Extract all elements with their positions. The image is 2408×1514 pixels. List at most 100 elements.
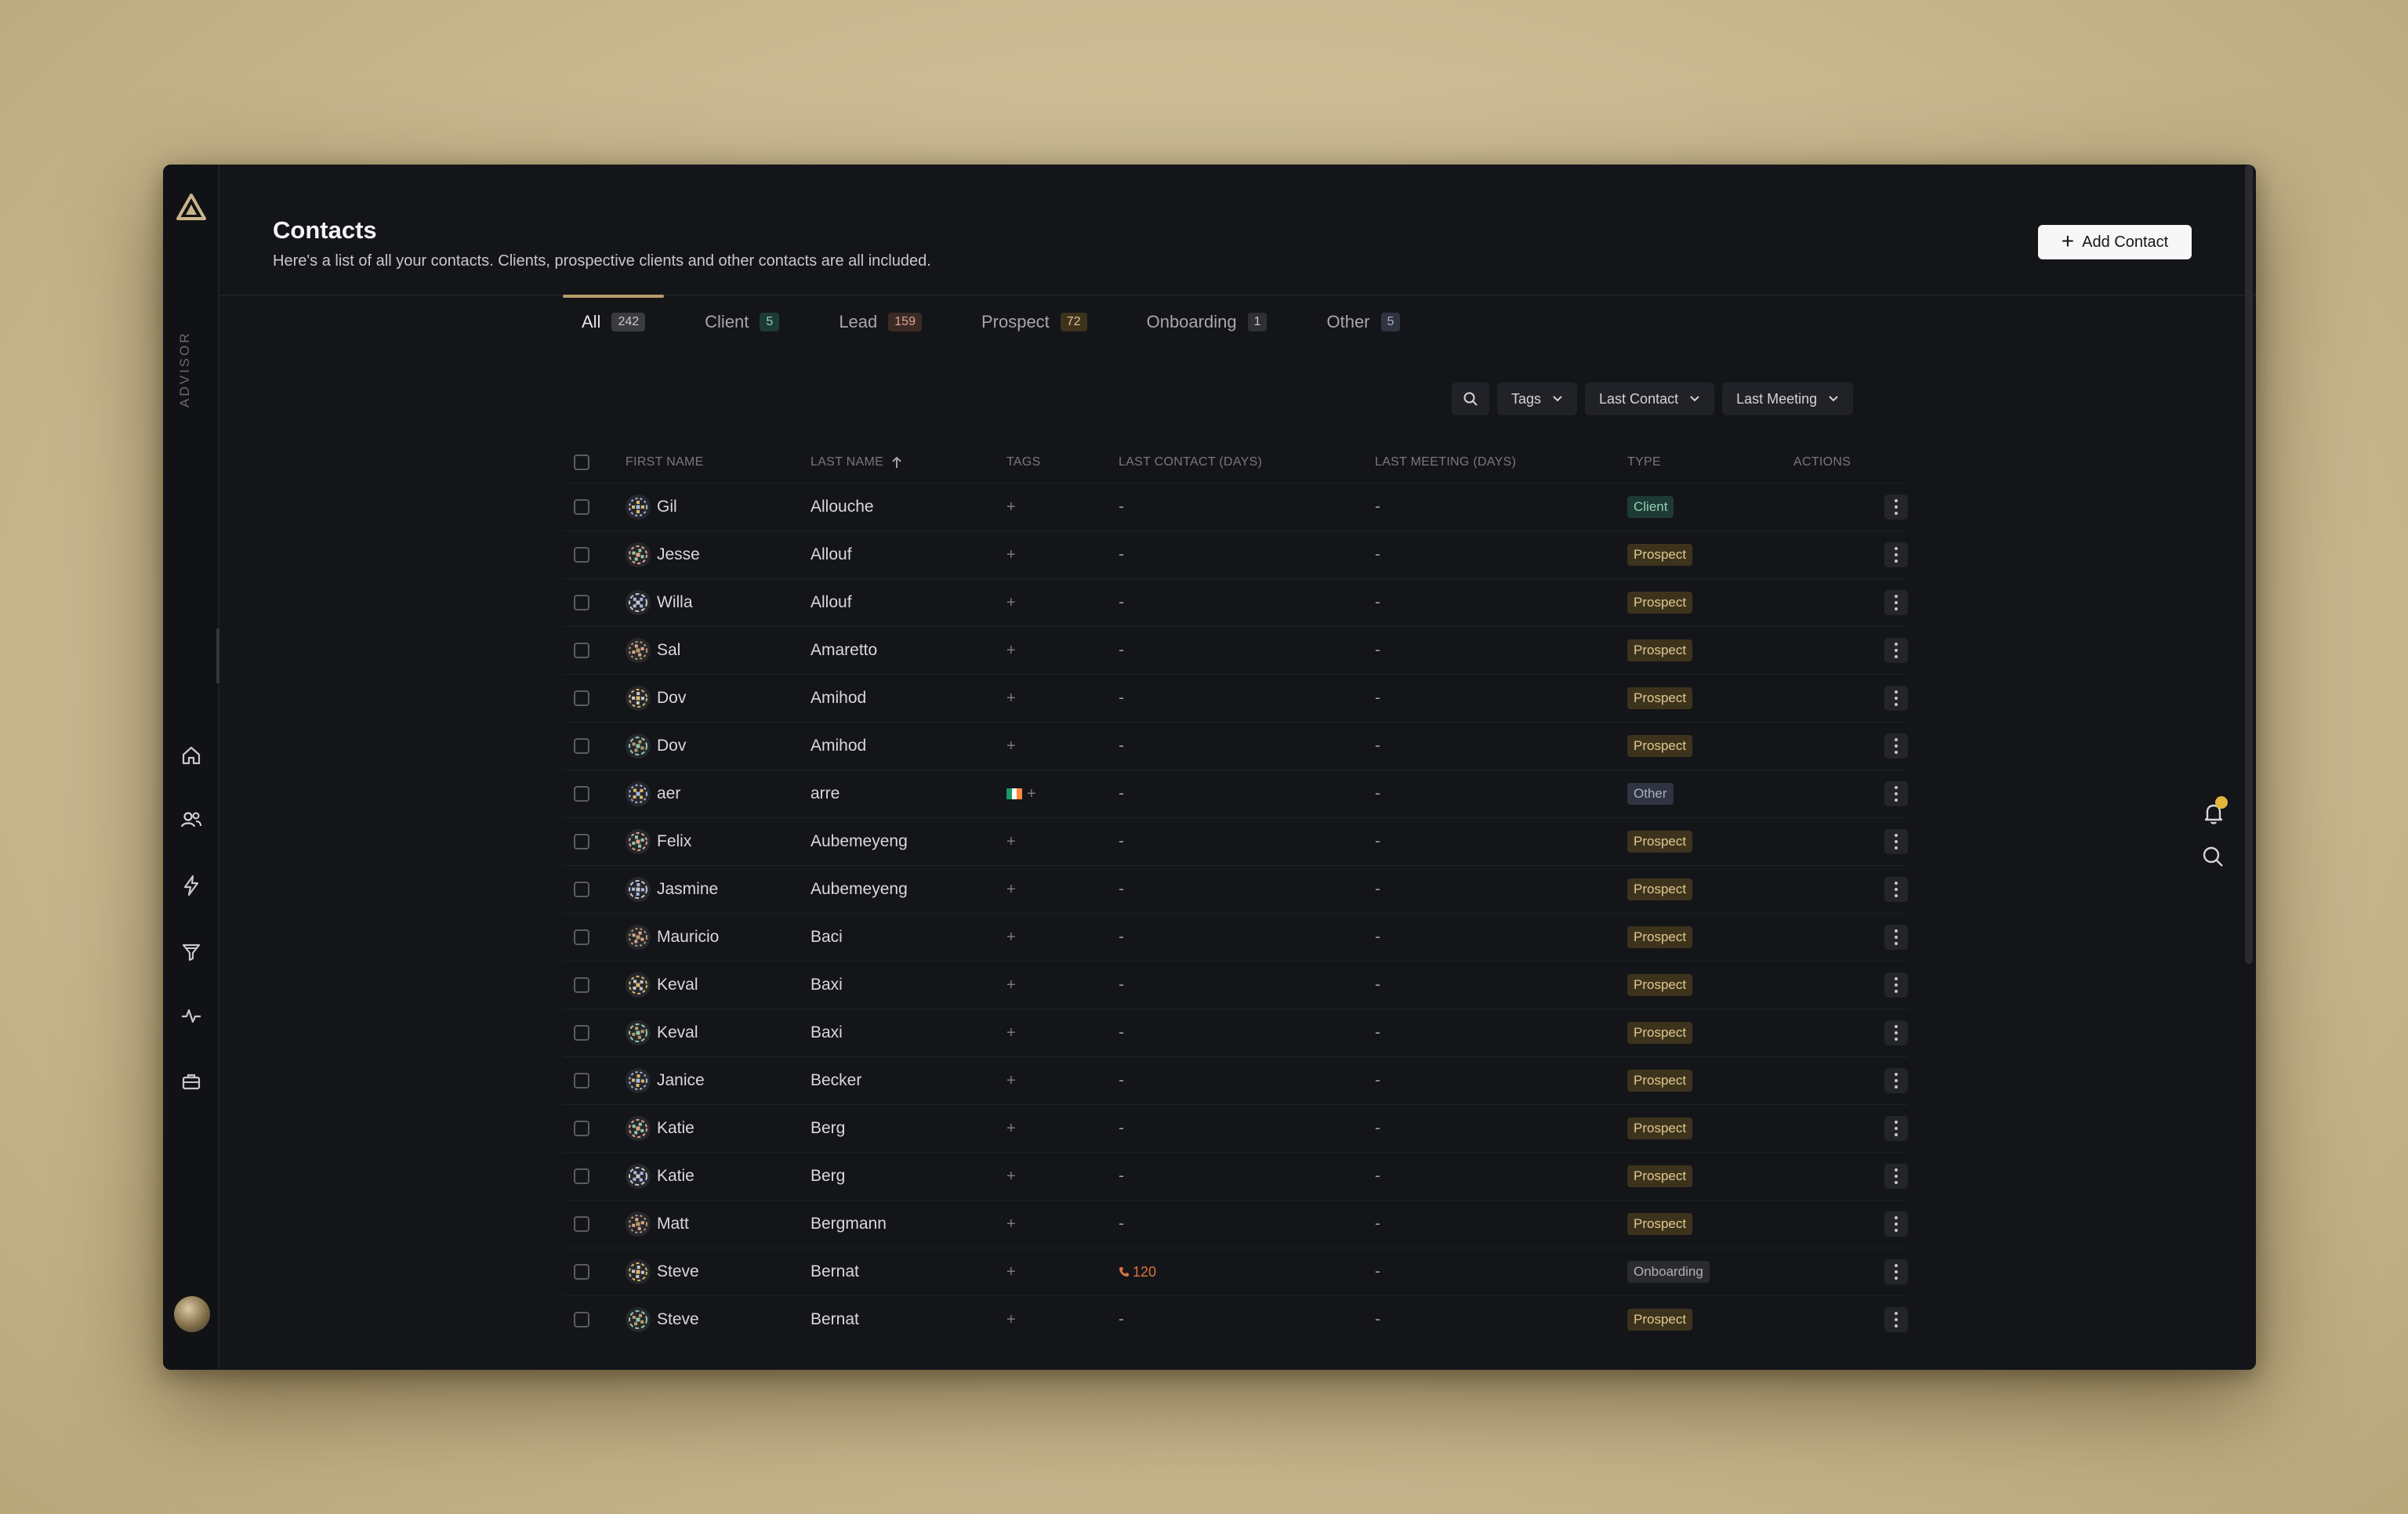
table-row[interactable]: Dov Amihod + - - Prospect [563,722,1908,770]
add-tag-icon[interactable]: + [1006,832,1016,850]
add-tag-icon[interactable]: + [1006,641,1016,659]
briefcase-icon[interactable] [179,1069,204,1094]
last-contact-filter[interactable]: Last Contact [1585,382,1715,415]
tab-other[interactable]: Other 5 [1307,296,1419,348]
table-row[interactable]: Felix Aubemeyeng + - - Prospect [563,817,1908,865]
search-button[interactable] [1452,382,1489,415]
add-tag-icon[interactable]: + [1006,593,1016,611]
tab-client[interactable]: Client 5 [686,296,798,348]
last-contact-value: - [1119,641,1124,659]
table-row[interactable]: Gil Allouche + - - Client [563,483,1908,531]
table-row[interactable]: Steve Bernat + - - Prospect [563,1295,1908,1343]
add-tag-icon[interactable]: + [1006,1167,1016,1185]
add-tag-icon[interactable]: + [1006,1262,1016,1280]
row-checkbox[interactable] [574,499,589,515]
tab-lead[interactable]: Lead 159 [820,296,941,348]
row-checkbox[interactable] [574,643,589,658]
table-row[interactable]: Dov Amihod + - - Prospect [563,674,1908,722]
col-last-name[interactable]: LAST NAME [811,455,1006,469]
row-checkbox[interactable] [574,929,589,945]
row-actions-menu-icon[interactable] [1884,686,1908,711]
add-tag-icon[interactable]: + [1006,1071,1016,1089]
row-checkbox[interactable] [574,882,589,897]
activity-pulse-icon[interactable] [179,1003,204,1028]
row-actions-menu-icon[interactable] [1884,781,1908,806]
add-tag-icon[interactable]: + [1006,1215,1016,1233]
row-actions-menu-icon[interactable] [1884,590,1908,615]
table-row[interactable]: Keval Baxi + - - Prospect [563,1009,1908,1056]
row-checkbox[interactable] [574,977,589,993]
home-icon[interactable] [179,743,204,768]
add-tag-icon[interactable]: + [1006,1119,1016,1137]
row-actions-menu-icon[interactable] [1884,973,1908,998]
add-tag-icon[interactable]: + [1006,498,1016,516]
table-row[interactable]: Jasmine Aubemeyeng + - - Prospect [563,865,1908,913]
row-actions-menu-icon[interactable] [1884,1068,1908,1093]
tab-prospect[interactable]: Prospect 72 [963,296,1106,348]
table-row[interactable]: Mauricio Baci + - - Prospect [563,913,1908,961]
table-row[interactable]: Jesse Allouf + - - Prospect [563,531,1908,578]
row-checkbox[interactable] [574,595,589,610]
global-search-icon[interactable] [2199,843,2228,871]
contacts-icon[interactable] [179,807,204,832]
add-tag-icon[interactable]: + [1006,737,1016,755]
tab-all[interactable]: All 242 [563,295,665,348]
table-row[interactable]: Sal Amaretto + - - Prospect [563,626,1908,674]
row-actions-menu-icon[interactable] [1884,877,1908,902]
filter-funnel-icon[interactable] [179,939,204,964]
tab-onboarding[interactable]: Onboarding 1 [1128,296,1286,348]
row-actions-menu-icon[interactable] [1884,733,1908,759]
table-row[interactable]: Janice Becker + - - Prospect [563,1056,1908,1104]
row-actions-menu-icon[interactable] [1884,925,1908,950]
add-tag-icon[interactable]: + [1006,976,1016,994]
add-tag-icon[interactable]: + [1027,784,1036,802]
add-contact-button[interactable]: + Add Contact [2038,225,2192,259]
vertical-scrollbar[interactable] [2245,165,2253,964]
row-actions-menu-icon[interactable] [1884,1020,1908,1045]
row-checkbox[interactable] [574,1073,589,1088]
table-row[interactable]: Steve Bernat +120 - Onboarding [563,1248,1908,1295]
row-actions-menu-icon[interactable] [1884,542,1908,567]
col-first-name[interactable]: FIRST NAME [626,455,704,469]
add-tag-icon[interactable]: + [1006,880,1016,898]
table-row[interactable]: Matt Bergmann + - - Prospect [563,1200,1908,1248]
row-actions-menu-icon[interactable] [1884,829,1908,854]
tags-filter[interactable]: Tags [1497,382,1578,415]
col-last-contact[interactable]: LAST CONTACT (DAYS) [1119,455,1263,469]
row-checkbox[interactable] [574,738,589,754]
add-tag-icon[interactable]: + [1006,1310,1016,1328]
table-row[interactable]: aer arre + - - Other [563,770,1908,817]
row-actions-menu-icon[interactable] [1884,1116,1908,1141]
lightning-icon[interactable] [179,873,204,898]
app-logo-icon[interactable] [176,193,207,221]
row-checkbox[interactable] [574,1312,589,1327]
row-checkbox[interactable] [574,1025,589,1041]
row-checkbox[interactable] [574,1264,589,1280]
row-actions-menu-icon[interactable] [1884,1164,1908,1189]
notification-bell-icon[interactable] [2198,798,2229,829]
table-row[interactable]: Keval Baxi + - - Prospect [563,961,1908,1009]
row-checkbox[interactable] [574,1168,589,1184]
col-last-meeting[interactable]: LAST MEETING (DAYS) [1375,455,1517,469]
row-checkbox[interactable] [574,690,589,706]
select-all-checkbox[interactable] [574,455,589,470]
row-checkbox[interactable] [574,547,589,563]
row-actions-menu-icon[interactable] [1884,494,1908,520]
row-checkbox[interactable] [574,1121,589,1136]
row-actions-menu-icon[interactable] [1884,638,1908,663]
table-row[interactable]: Katie Berg + - - Prospect [563,1152,1908,1200]
row-checkbox[interactable] [574,834,589,849]
user-avatar[interactable] [174,1296,210,1332]
last-meeting-filter[interactable]: Last Meeting [1722,382,1854,415]
add-tag-icon[interactable]: + [1006,689,1016,707]
add-tag-icon[interactable]: + [1006,1023,1016,1041]
row-actions-menu-icon[interactable] [1884,1212,1908,1237]
row-actions-menu-icon[interactable] [1884,1307,1908,1332]
table-row[interactable]: Willa Allouf + - - Prospect [563,578,1908,626]
add-tag-icon[interactable]: + [1006,545,1016,563]
add-tag-icon[interactable]: + [1006,928,1016,946]
row-checkbox[interactable] [574,786,589,802]
row-checkbox[interactable] [574,1216,589,1232]
row-actions-menu-icon[interactable] [1884,1259,1908,1284]
table-row[interactable]: Katie Berg + - - Prospect [563,1104,1908,1152]
